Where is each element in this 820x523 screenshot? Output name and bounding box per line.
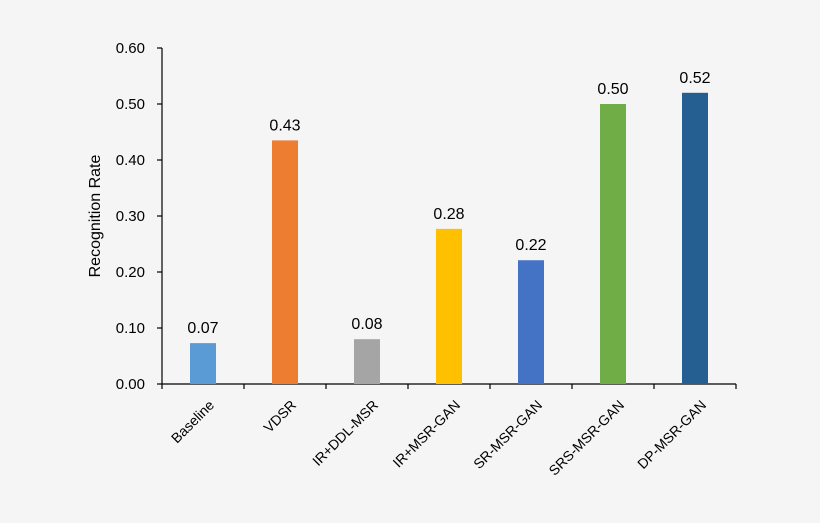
- bars: [190, 92, 708, 385]
- x-category-label: SRS-MSR-GAN: [545, 397, 627, 479]
- data-label: 0.43: [269, 117, 300, 134]
- y-tick-label: 0.00: [116, 376, 145, 393]
- y-tick-label: 0.20: [116, 264, 145, 281]
- bar-ir-ddl-msr: [354, 339, 380, 384]
- bar-sr-msr-gan: [518, 260, 544, 384]
- x-category-label: VDSR: [260, 397, 299, 436]
- x-category-label: Baseline: [168, 397, 217, 446]
- y-axis: 0.00 0.10 0.20 0.30 0.40 0.50 0.60: [116, 40, 163, 393]
- y-tick-label: 0.40: [116, 152, 145, 169]
- bar-vdsr: [272, 140, 298, 384]
- y-tick-label: 0.60: [116, 40, 145, 57]
- x-category-label: IR+DDL-MSR: [309, 397, 381, 469]
- y-axis-title: Recognition Rate: [87, 155, 104, 278]
- data-label: 0.28: [433, 206, 464, 223]
- data-label: 0.50: [597, 81, 628, 98]
- x-category-label: SR-MSR-GAN: [470, 397, 545, 472]
- y-tick-label: 0.50: [116, 96, 145, 113]
- data-label: 0.07: [187, 320, 218, 337]
- x-category-label: IR+MSR-GAN: [389, 397, 463, 471]
- x-category-label: DP-MSR-GAN: [634, 397, 709, 472]
- bar-ir-msr-gan: [436, 228, 462, 384]
- bar-dp-msr-gan: [682, 92, 708, 385]
- x-axis: Baseline VDSR IR+DDL-MSR IR+MSR-GAN SR-MSR-G…: [161, 383, 737, 479]
- bar-srs-msr-gan: [600, 104, 626, 384]
- bar-baseline: [190, 343, 216, 384]
- data-labels: 0.07 0.43 0.08 0.28 0.22 0.50 0.52: [187, 70, 710, 337]
- data-label: 0.22: [515, 237, 546, 254]
- y-tick-label: 0.30: [116, 208, 145, 225]
- data-label: 0.08: [351, 316, 382, 333]
- data-label: 0.52: [679, 70, 710, 87]
- y-tick-label: 0.10: [116, 320, 145, 337]
